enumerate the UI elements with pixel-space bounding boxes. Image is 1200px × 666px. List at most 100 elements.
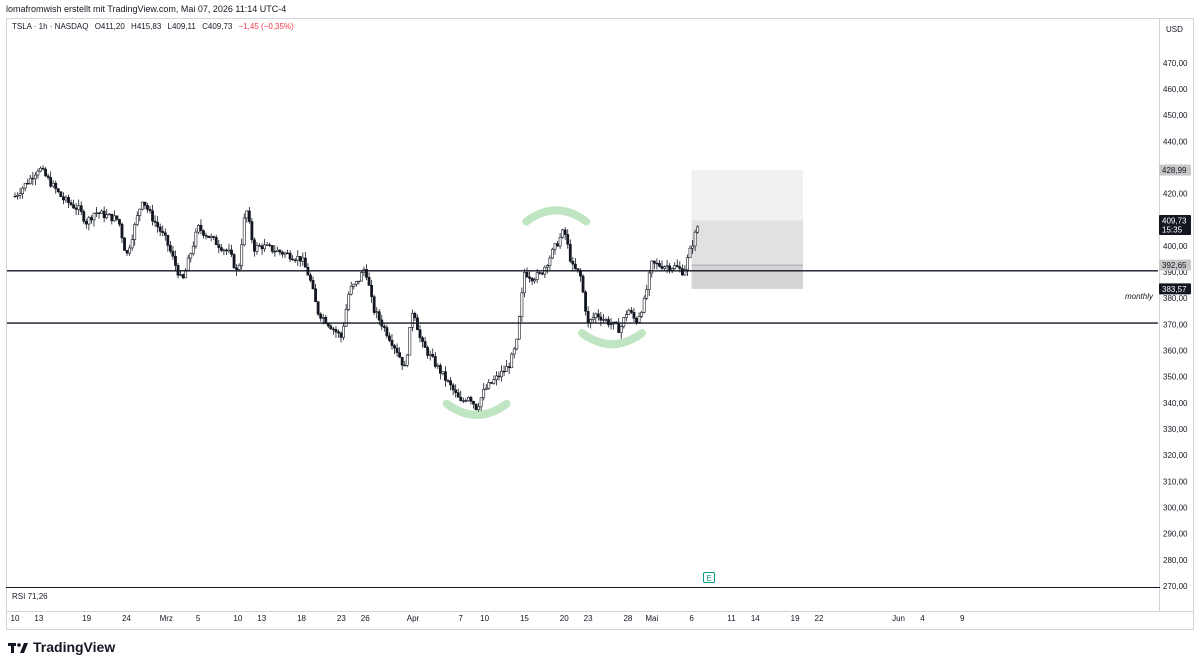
candle-body bbox=[39, 167, 42, 172]
candle-body bbox=[365, 269, 368, 278]
candle-body bbox=[581, 275, 585, 293]
rsi-pane-divider[interactable] bbox=[6, 587, 1160, 588]
earnings-icon[interactable]: E bbox=[703, 572, 715, 583]
candle-body bbox=[263, 244, 267, 250]
candle-body bbox=[624, 314, 628, 318]
price-axis-divider bbox=[1159, 18, 1160, 612]
candle-body bbox=[428, 354, 432, 356]
candle-body bbox=[207, 235, 210, 238]
time-tick-label: 19 bbox=[82, 614, 91, 623]
candle-body bbox=[36, 170, 40, 176]
candle-body bbox=[115, 215, 119, 220]
candle-body bbox=[637, 316, 641, 323]
time-tick-label: Mai bbox=[645, 614, 658, 623]
candle-body bbox=[199, 224, 203, 231]
candle-body bbox=[523, 272, 526, 294]
candle-body bbox=[97, 212, 101, 214]
price-tick-label: 300,00 bbox=[1163, 504, 1188, 513]
price-tick-label: 470,00 bbox=[1163, 59, 1188, 68]
candles[interactable] bbox=[13, 165, 700, 412]
candle-body bbox=[525, 272, 529, 278]
candle-body bbox=[568, 243, 572, 262]
price-tick-label: 360,00 bbox=[1163, 347, 1188, 356]
candle-body bbox=[367, 277, 371, 286]
candle-body bbox=[693, 231, 697, 247]
candle-body bbox=[497, 375, 501, 378]
time-axis[interactable]: 10 13 19 24 Mrz 5 10 13 18 23 26 Apr 7 10 15 20 23 28 Mai 6… bbox=[11, 614, 965, 623]
svg-text:15:35: 15:35 bbox=[1162, 225, 1183, 234]
candle-body bbox=[227, 249, 231, 252]
candle-body bbox=[441, 371, 445, 374]
highlight-arc[interactable] bbox=[442, 399, 511, 419]
ohlc-legend[interactable]: TSLA · 1h · NASDAQ O411,20 H415,83 L409,… bbox=[12, 22, 298, 31]
price-tick-label: 340,00 bbox=[1163, 399, 1188, 408]
candle-body bbox=[561, 229, 565, 238]
candle-body bbox=[316, 301, 320, 315]
candle-body bbox=[258, 245, 261, 247]
price-label[interactable]: 392,65 bbox=[1159, 259, 1191, 271]
chart-frame[interactable] bbox=[6, 18, 1194, 630]
candle-body bbox=[540, 272, 544, 275]
candle-body bbox=[596, 313, 600, 318]
candle-body bbox=[102, 210, 106, 219]
time-tick-label: Apr bbox=[407, 614, 420, 623]
candle-body bbox=[54, 182, 58, 190]
candle-body bbox=[680, 268, 684, 276]
price-tick-label: 370,00 bbox=[1163, 320, 1188, 329]
currency-label[interactable]: USD bbox=[1166, 25, 1183, 34]
price-label[interactable]: 383,57 bbox=[1159, 283, 1191, 295]
candle-body bbox=[26, 182, 30, 185]
candle-body bbox=[153, 220, 157, 223]
candle-body bbox=[273, 251, 277, 253]
monthly-label[interactable]: monthly bbox=[1125, 292, 1154, 301]
candle-body bbox=[665, 265, 669, 268]
symbol-label[interactable]: TSLA · 1h · NASDAQ bbox=[12, 22, 89, 31]
candle-body bbox=[642, 297, 646, 313]
time-tick-label: 18 bbox=[297, 614, 306, 623]
candle-body bbox=[278, 249, 282, 253]
candle-body bbox=[64, 197, 68, 201]
candle-body bbox=[683, 269, 687, 276]
time-tick-label: 26 bbox=[361, 614, 370, 623]
candle-body bbox=[563, 229, 567, 235]
candle-body bbox=[95, 212, 98, 214]
candle-body bbox=[286, 252, 289, 255]
candle-body bbox=[688, 247, 692, 258]
candle-body bbox=[446, 380, 450, 382]
candle-body bbox=[635, 318, 638, 323]
price-tick-label: 420,00 bbox=[1163, 190, 1188, 199]
highlight-arc[interactable] bbox=[522, 206, 591, 226]
candle-body bbox=[209, 236, 213, 238]
candle-body bbox=[584, 291, 587, 312]
candle-body bbox=[291, 258, 295, 261]
svg-text:409,73: 409,73 bbox=[1162, 216, 1187, 225]
candle-body bbox=[423, 341, 427, 348]
candle-body bbox=[74, 207, 78, 210]
candle-body bbox=[571, 260, 575, 265]
candle-body bbox=[128, 247, 132, 254]
candle-body bbox=[296, 256, 300, 261]
candle-body bbox=[548, 257, 552, 266]
candle-body bbox=[130, 239, 134, 249]
tradingview-logo-icon bbox=[8, 641, 28, 653]
rsi-legend[interactable]: RSI 71,26 bbox=[12, 592, 48, 601]
candle-body bbox=[143, 201, 147, 206]
candle-body bbox=[408, 326, 412, 356]
price-tick-label: 440,00 bbox=[1163, 137, 1188, 146]
highlight-arc[interactable] bbox=[578, 329, 646, 349]
candle-body bbox=[293, 259, 297, 262]
candle-body bbox=[31, 177, 35, 180]
candle-body bbox=[69, 202, 73, 205]
price-axis[interactable]: 270,00 280,00 290,00 300,00 310,00 320,00 330,… bbox=[1163, 59, 1188, 591]
candle-body bbox=[301, 257, 305, 262]
candle-body bbox=[339, 332, 343, 338]
time-tick-label: 9 bbox=[960, 614, 965, 623]
candle-body bbox=[347, 293, 351, 310]
price-label[interactable]: 428,99 bbox=[1159, 164, 1191, 176]
candle-body bbox=[410, 312, 414, 328]
candle-body bbox=[120, 223, 124, 239]
candle-body bbox=[393, 345, 396, 349]
price-tick-label: 400,00 bbox=[1163, 242, 1188, 251]
